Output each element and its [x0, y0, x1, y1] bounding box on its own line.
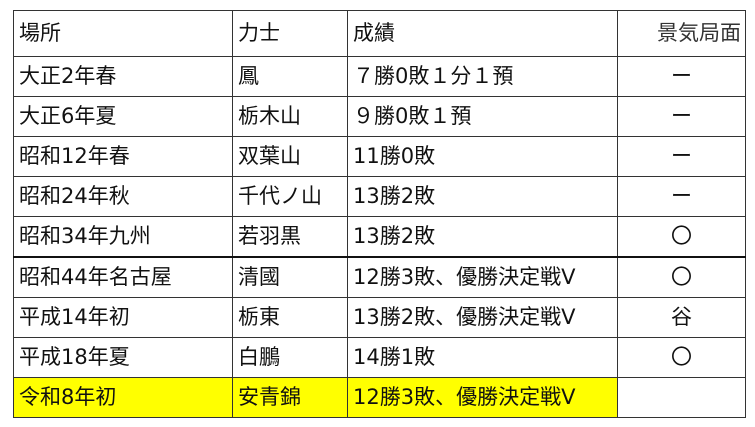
- table-row: 平成14年初 栃東 13勝2敗、優勝決定戦V 谷: [13, 297, 746, 338]
- cell-rikishi: 千代ノ山: [232, 176, 348, 217]
- cell-rikishi: 安青錦: [232, 377, 348, 418]
- cell-rikishi: 双葉山: [232, 136, 348, 177]
- header-keiki: 景気局面: [617, 10, 746, 57]
- table-row: 昭和24年秋 千代ノ山 13勝2敗ー: [13, 176, 746, 217]
- cell-basho: 大正2年春: [13, 56, 233, 97]
- cell-seiseki: ７勝0敗１分１預: [347, 56, 618, 97]
- cell-rikishi: 栃東: [232, 297, 348, 338]
- table-row: 大正2年春鳳 ７勝0敗１分１預ー: [13, 56, 746, 97]
- header-basho: 場所: [13, 10, 233, 57]
- cell-keiki: 〇: [617, 216, 746, 258]
- cell-rikishi: 白鵬: [232, 337, 348, 378]
- cell-seiseki: 12勝3敗、優勝決定戦V: [347, 377, 618, 418]
- yusho-table: 場所 力士 成績 景気局面 大正2年春鳳 ７勝0敗１分１預ー大正6年夏 栃木山 ９勝0…: [13, 10, 746, 418]
- cell-seiseki: 11勝0敗: [347, 136, 618, 177]
- cell-basho: 平成18年夏: [13, 337, 233, 378]
- cell-seiseki: 13勝2敗: [347, 216, 618, 258]
- header-rikishi: 力士: [232, 10, 348, 57]
- table-row: 令和8年初 安青錦 12勝3敗、優勝決定戦V: [13, 377, 746, 418]
- table-row: 昭和12年春 双葉山 11勝0敗ー: [13, 136, 746, 177]
- cell-keiki: [617, 377, 746, 418]
- cell-keiki: 〇: [617, 256, 746, 298]
- cell-keiki: 〇: [617, 337, 746, 378]
- table-row: 大正6年夏 栃木山 ９勝0敗１預ー: [13, 96, 746, 137]
- cell-keiki: ー: [617, 96, 746, 137]
- cell-seiseki: 12勝3敗、優勝決定戦V: [347, 256, 618, 298]
- cell-seiseki: 13勝2敗、優勝決定戦V: [347, 297, 618, 338]
- cell-seiseki: ９勝0敗１預: [347, 96, 618, 137]
- cell-rikishi: 若羽黒: [232, 216, 348, 258]
- cell-keiki: 谷: [617, 297, 746, 338]
- cell-basho: 大正6年夏: [13, 96, 233, 137]
- header-seiseki: 成績: [347, 10, 618, 57]
- cell-keiki: ー: [617, 176, 746, 217]
- cell-seiseki: 14勝1敗: [347, 337, 618, 378]
- cell-keiki: ー: [617, 136, 746, 177]
- table-row: 昭和44年名古屋 清國 12勝3敗、優勝決定戦V 〇: [13, 256, 746, 298]
- table-row: 昭和34年九州 若羽黒 13勝2敗〇: [13, 216, 746, 258]
- cell-seiseki: 13勝2敗: [347, 176, 618, 217]
- cell-basho: 昭和12年春: [13, 136, 233, 177]
- cell-basho: 昭和44年名古屋: [13, 256, 233, 298]
- cell-basho: 昭和34年九州: [13, 216, 233, 258]
- cell-rikishi: 鳳: [232, 56, 348, 97]
- cell-rikishi: 栃木山: [232, 96, 348, 137]
- cell-basho: 昭和24年秋: [13, 176, 233, 217]
- cell-basho: 令和8年初: [13, 377, 233, 418]
- cell-basho: 平成14年初: [13, 297, 233, 338]
- header-row: 場所 力士 成績 景気局面: [13, 10, 746, 57]
- cell-rikishi: 清國: [232, 256, 348, 298]
- cell-keiki: ー: [617, 56, 746, 97]
- table-row: 平成18年夏 白鵬 14勝1敗〇: [13, 337, 746, 378]
